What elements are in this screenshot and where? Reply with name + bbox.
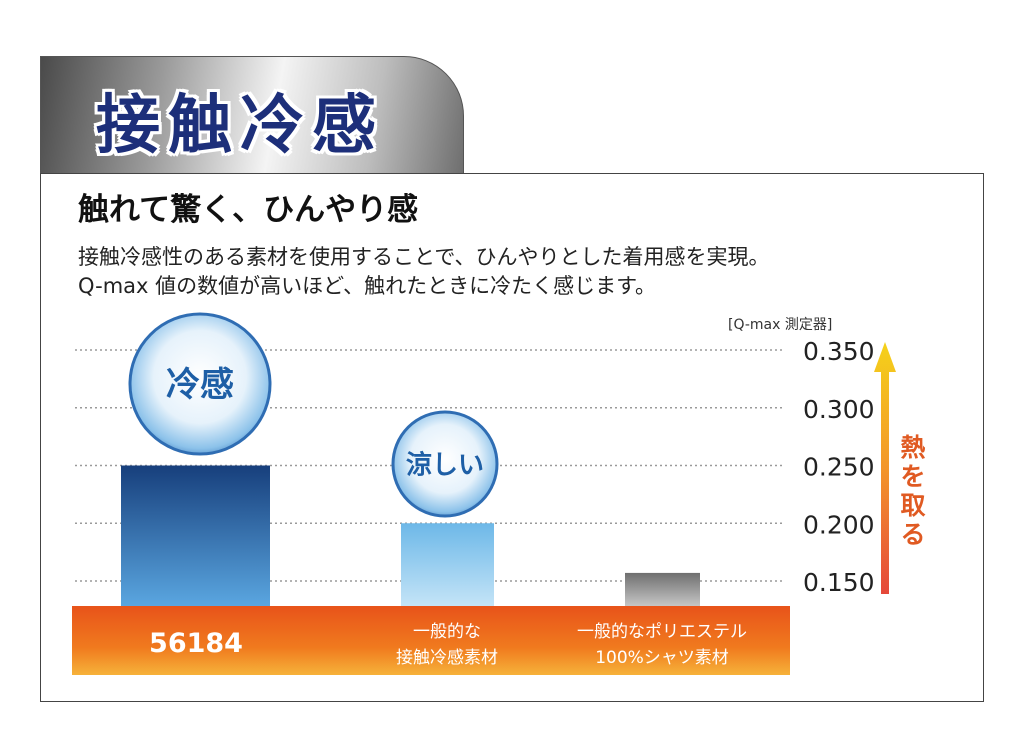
category-label: 一般的な — [413, 622, 481, 642]
badge-1: 冷感 — [128, 312, 272, 456]
bar-1 — [121, 465, 270, 606]
category-label: 56184 — [149, 628, 243, 659]
y-tick-label: 0.200 — [803, 510, 875, 539]
bar-3 — [625, 572, 700, 606]
title-tab — [40, 56, 464, 178]
heat-arrow — [874, 342, 896, 594]
arrow-label-char: る — [900, 520, 925, 549]
arrow-label-char: を — [900, 462, 925, 491]
badge-2: 涼しい — [391, 410, 499, 518]
arrow-label-char: 取 — [900, 491, 925, 520]
category-label: 100%シャツ素材 — [595, 648, 729, 668]
y-tick-label: 0.350 — [803, 337, 875, 366]
badge-label: 冷感 — [166, 365, 234, 405]
description-line-2: Q-max 値の数値が高いほど、触れたときに冷たく感じます。 — [78, 274, 656, 298]
y-tick-label: 0.250 — [803, 453, 875, 482]
y-tick-label: 0.150 — [803, 568, 875, 597]
headline: 触れて驚く、ひんやり感 — [78, 192, 419, 228]
category-base-strip — [72, 606, 790, 675]
arrow-label-char: 熱 — [900, 433, 925, 462]
unit-label: [Q-max 測定器] — [728, 317, 833, 333]
badge-label: 涼しい — [406, 450, 484, 480]
category-label: 一般的なポリエステル — [577, 622, 747, 642]
description-line-1: 接触冷感性のある素材を使用することで、ひんやりとした着用感を実現。 — [78, 245, 770, 269]
category-label: 接触冷感素材 — [396, 648, 498, 668]
y-tick-label: 0.300 — [803, 395, 875, 424]
bar-2 — [401, 523, 494, 606]
page-title: 接触冷感 — [96, 89, 384, 163]
